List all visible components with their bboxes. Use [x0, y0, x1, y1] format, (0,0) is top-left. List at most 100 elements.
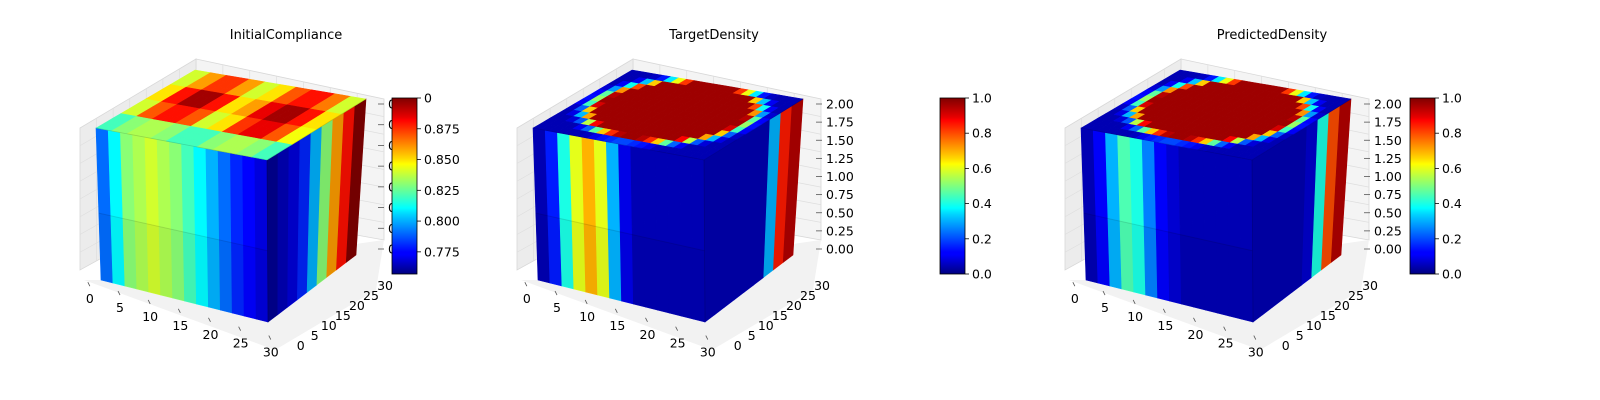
cube-edge [1080, 98, 1352, 161]
z-tick-label: 1.50 [1374, 133, 1402, 148]
colorbar: 0.0 0.2 0.4 0.6 0.8 1.0 [1409, 91, 1462, 282]
x-tick-label: 20 [640, 327, 656, 342]
x-tick-mark [554, 290, 558, 296]
colorbar-gradient [939, 97, 966, 275]
y-tick-label: 0 [297, 338, 305, 353]
y-tick-label: 5 [1296, 328, 1304, 343]
x-tick-label: 30 [700, 345, 716, 360]
x-tick-mark [1223, 326, 1226, 331]
x-tick-label: 25 [1218, 336, 1234, 351]
z-tick-label: 0.25 [826, 223, 854, 238]
colorbar-tick-label: 1.0 [1442, 91, 1462, 106]
x-tick-label: 20 [203, 327, 219, 342]
colorbar-tick-label: 0.4 [972, 196, 992, 211]
y-tick-label: 15 [335, 308, 351, 323]
y-tick-label: 20 [1334, 298, 1350, 313]
x-tick-mark [177, 308, 181, 314]
x-tick-mark [1132, 299, 1136, 305]
x-tick-label: 20 [1188, 327, 1204, 342]
z-tick-label: 0.25 [1374, 223, 1402, 238]
colorbar-tick-label: 0.0 [972, 267, 992, 282]
lower-layer-shade [535, 213, 705, 322]
y-tick-label: 25 [1348, 288, 1364, 303]
colorbar-tick-label: 0.800 [424, 214, 460, 229]
z-tick-label: 1.25 [1374, 151, 1402, 166]
x-tick-mark [238, 326, 241, 331]
y-tick-label: 10 [758, 318, 774, 333]
side-shade [267, 99, 366, 322]
x-tick-label: 5 [1101, 300, 1109, 315]
z-tick-label: 0.00 [826, 242, 854, 257]
z-tick-label: 0.00 [1374, 242, 1402, 257]
z-tick-label: 1.75 [1374, 115, 1402, 130]
y-tick-label: 15 [772, 308, 788, 323]
x-tick-mark [208, 317, 211, 322]
cube-edge [266, 159, 269, 323]
y-tick-label: 0 [734, 338, 742, 353]
cube-edge [1251, 159, 1254, 323]
colorbar: 0.0 0.2 0.4 0.6 0.8 1.0 [939, 91, 992, 282]
cube-edge [532, 98, 804, 161]
colorbar-tick-label: 0 [424, 91, 432, 106]
colorbar-gradient [391, 97, 418, 275]
top-voxel [258, 153, 276, 161]
colorbar-tick-label: 0.2 [1442, 231, 1462, 246]
x-tick-label: 0 [86, 291, 94, 306]
z-tick-label: 0.75 [1374, 187, 1402, 202]
y-tick-label: 0 [1282, 338, 1290, 353]
y-tick-label: 25 [800, 288, 816, 303]
y-tick-label: 30 [1362, 278, 1378, 293]
x-tick-mark [675, 326, 678, 331]
z-tick-label: 1.50 [826, 133, 854, 148]
colorbar-tick-label: 1.0 [972, 91, 992, 106]
y-tick-label: 15 [1320, 308, 1336, 323]
z-tick-label: 2.00 [1374, 97, 1402, 112]
lower-layer-shade [98, 213, 268, 322]
x-tick-mark [1253, 335, 1257, 340]
y-tick-label: 20 [786, 298, 802, 313]
y-tick-label: 20 [349, 298, 365, 313]
side-shade [1252, 99, 1351, 322]
colorbar-tick-label: 0.775 [424, 244, 460, 259]
x-tick-label: 0 [1071, 291, 1079, 306]
chart-title: TargetDensity [668, 28, 759, 43]
y-tick-label: 25 [363, 288, 379, 303]
y-tick-label: 30 [377, 278, 393, 293]
cube-plot: 05101520253005101520253000000000 [79, 58, 396, 360]
layer-seam [535, 212, 705, 252]
side-shade [704, 99, 803, 322]
colorbar-tick-label: 0.8 [1442, 126, 1462, 141]
z-tick-label: 2.00 [826, 97, 854, 112]
colorbar-gradient [1409, 97, 1436, 275]
y-tick-label: 10 [321, 318, 337, 333]
colorbar-tick-label: 0.8 [972, 126, 992, 141]
x-tick-mark [87, 281, 91, 287]
lower-layer-shade [1083, 213, 1253, 322]
colorbar-tick-label: 0.6 [1442, 161, 1462, 176]
x-tick-mark [1162, 308, 1166, 314]
x-tick-label: 15 [172, 318, 188, 333]
z-tick-label: 0.75 [826, 187, 854, 202]
x-tick-mark [705, 335, 709, 340]
z-tick-label: 1.00 [1374, 169, 1402, 184]
z-tick-label: 1.00 [826, 169, 854, 184]
x-tick-label: 10 [142, 309, 158, 324]
colorbar-tick-label: 0.850 [424, 152, 460, 167]
x-tick-label: 15 [1157, 318, 1173, 333]
x-tick-mark [1102, 290, 1106, 296]
top-voxel [1243, 153, 1261, 161]
z-tick-label: 1.75 [826, 115, 854, 130]
x-tick-mark [1193, 317, 1196, 322]
x-tick-mark [147, 299, 151, 305]
chart-title: PredictedDensity [1217, 28, 1328, 43]
layer-seam [1083, 212, 1253, 252]
x-tick-label: 25 [670, 336, 686, 351]
z-tick-label: 0.50 [826, 205, 854, 220]
colorbar-tick-label: 0.4 [1442, 196, 1462, 211]
x-tick-mark [524, 281, 528, 287]
colorbar-tick-label: 0.875 [424, 121, 460, 136]
